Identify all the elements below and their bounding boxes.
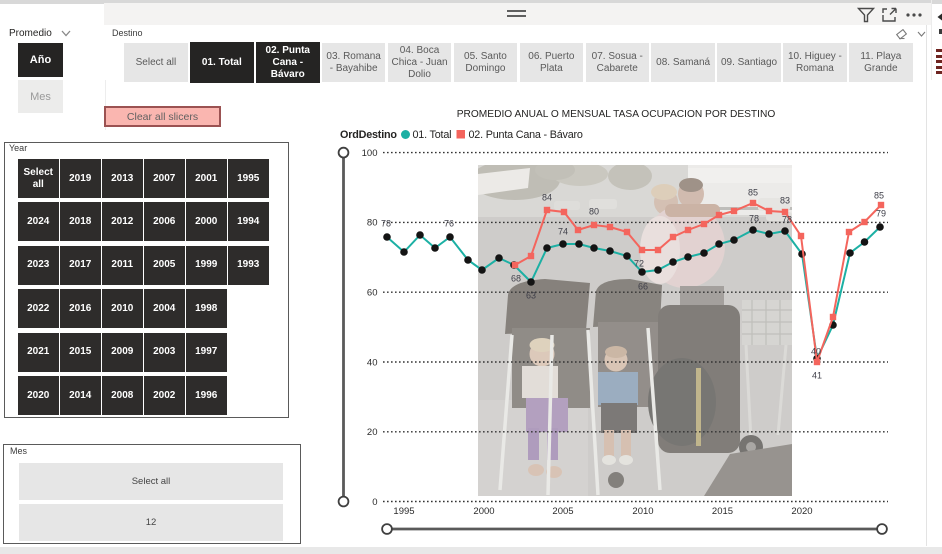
svg-text:83: 83 xyxy=(780,196,790,206)
svg-text:63: 63 xyxy=(526,291,536,301)
svg-text:OrdDestino: OrdDestino xyxy=(340,129,397,141)
svg-text:2000: 2000 xyxy=(473,506,494,517)
svg-text:80: 80 xyxy=(589,207,599,217)
svg-text:85: 85 xyxy=(748,188,758,198)
svg-text:40: 40 xyxy=(811,347,821,357)
svg-text:40: 40 xyxy=(367,357,378,368)
svg-text:1995: 1995 xyxy=(393,506,414,517)
svg-text:2005: 2005 xyxy=(552,506,573,517)
svg-text:20: 20 xyxy=(367,427,378,438)
svg-text:2020: 2020 xyxy=(791,506,812,517)
svg-text:79: 79 xyxy=(876,209,886,219)
svg-text:PROMEDIO ANUAL O MENSUAL TASA: PROMEDIO ANUAL O MENSUAL TASA OCUPACION … xyxy=(457,109,776,120)
svg-text:78: 78 xyxy=(749,214,759,224)
svg-text:2015: 2015 xyxy=(712,506,733,517)
svg-text:76: 76 xyxy=(444,219,454,229)
svg-text:60: 60 xyxy=(367,288,378,299)
svg-text:80: 80 xyxy=(367,218,378,229)
svg-text:0: 0 xyxy=(372,497,377,508)
svg-text:78: 78 xyxy=(782,215,792,225)
svg-text:01. Total: 01. Total xyxy=(413,129,452,141)
svg-text:84: 84 xyxy=(542,193,552,203)
svg-text:41: 41 xyxy=(812,371,822,381)
svg-text:85: 85 xyxy=(874,191,884,201)
svg-text:2010: 2010 xyxy=(632,506,653,517)
svg-text:74: 74 xyxy=(558,227,568,237)
svg-text:100: 100 xyxy=(362,148,378,159)
svg-text:78: 78 xyxy=(381,219,391,229)
svg-text:02. Punta Cana - Bávaro: 02. Punta Cana - Bávaro xyxy=(469,129,583,141)
svg-text:68: 68 xyxy=(511,274,521,284)
svg-text:66: 66 xyxy=(638,282,648,292)
svg-text:72: 72 xyxy=(634,259,644,269)
